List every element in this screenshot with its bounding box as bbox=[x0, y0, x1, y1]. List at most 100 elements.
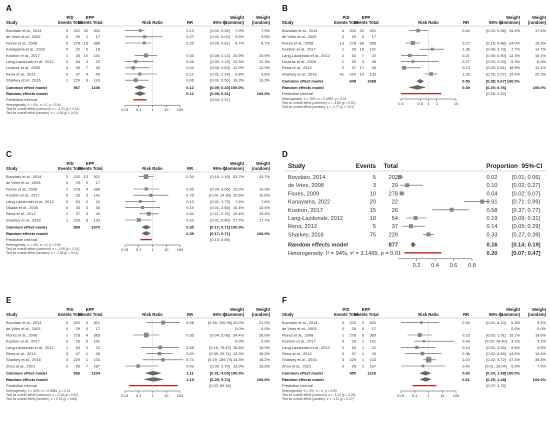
study-name: Bovolato et al., 2014 bbox=[282, 28, 318, 33]
random-rr: 0.35 bbox=[186, 231, 194, 236]
prediction-label: Prediction interval bbox=[6, 237, 37, 242]
events-1: 0 bbox=[342, 351, 345, 356]
study-name: Flores et al., 2008 bbox=[6, 332, 37, 337]
heterogeneity-text: Heterogeneity: I² = 94%, τ² = 3.1499, p … bbox=[288, 251, 401, 257]
group2-header: EPP bbox=[86, 15, 95, 20]
study-estimate-box bbox=[149, 193, 153, 197]
ci-value: [0.20; 0.98] bbox=[486, 28, 505, 33]
study-estimate-box bbox=[426, 232, 431, 237]
group1-header: P/D bbox=[67, 161, 74, 166]
weight-common: 5.3% bbox=[511, 320, 520, 325]
study-name: Lang-Lazdunski, 2012 bbox=[288, 216, 343, 222]
study-estimate-box bbox=[161, 320, 166, 325]
rr-value: 0.42 bbox=[462, 28, 470, 33]
events-2: 7 bbox=[362, 53, 364, 58]
total-2: 385 bbox=[94, 332, 101, 337]
common-rr: 0.60 bbox=[462, 371, 470, 376]
weight-random-header: Weight bbox=[256, 15, 270, 20]
events-1: 0 bbox=[342, 339, 345, 344]
weight-common: 9.8% bbox=[511, 345, 520, 350]
weight-common-header: Weight bbox=[506, 307, 520, 312]
rr-value: 0.35 bbox=[186, 186, 194, 191]
total-1: 202 bbox=[74, 320, 81, 325]
rr-value: 0.27 bbox=[462, 40, 470, 45]
total-2: 49 bbox=[372, 59, 376, 64]
total-1: 37 bbox=[76, 71, 80, 76]
events-value: 10 bbox=[370, 216, 376, 222]
rr-value: 0.23 bbox=[462, 332, 470, 337]
ci-header: 95%-CI bbox=[213, 312, 227, 317]
weight-common: 0.0% bbox=[511, 326, 520, 331]
study-name: Okada et al., 2008 bbox=[6, 205, 38, 210]
study-estimate-box bbox=[410, 40, 415, 46]
total-1: 26 bbox=[352, 339, 356, 344]
study-name: Lang-Lazdunski et al., 2012 bbox=[6, 59, 54, 64]
events-1: 2 bbox=[342, 53, 344, 58]
rr-value: 0.76 bbox=[186, 193, 194, 198]
total-2: 22 bbox=[96, 59, 100, 64]
study-estimate-box bbox=[144, 53, 149, 58]
group2-subheader: Events Total bbox=[78, 312, 103, 317]
events-value: 10 bbox=[370, 191, 376, 197]
total-1: 26 bbox=[352, 47, 356, 52]
weight-random: 10.6% bbox=[259, 193, 271, 198]
study-estimate-box bbox=[138, 72, 142, 76]
events-2: 17 bbox=[360, 65, 364, 70]
events-1: 13 bbox=[340, 40, 344, 45]
total-1: 37 bbox=[352, 65, 356, 70]
heterogeneity-text: Heterogeneity: I² = 32%, τ² = 0.9984, p … bbox=[6, 389, 71, 393]
rr-value: 0.06 bbox=[186, 78, 194, 83]
x-tick-label: 0.1 bbox=[136, 107, 141, 112]
events-2: 1 bbox=[362, 339, 364, 344]
weight-random: 14.7% bbox=[535, 47, 547, 52]
group2-header: EPP bbox=[362, 15, 371, 20]
study-estimate-box bbox=[399, 191, 404, 196]
total-1: 202 bbox=[350, 320, 357, 325]
events-1: 1 bbox=[66, 186, 68, 191]
total-2: 301 bbox=[94, 320, 101, 325]
total-2: 301 bbox=[370, 320, 377, 325]
x-tick-label: 0.1 bbox=[412, 393, 417, 398]
weight-random: 20.9% bbox=[259, 53, 271, 58]
study-estimate-box bbox=[402, 65, 407, 70]
total-2: 141 bbox=[370, 339, 377, 344]
weight-random: 14.4% bbox=[535, 351, 547, 356]
weight-common: 7.6% bbox=[235, 199, 244, 204]
events-1: 1 bbox=[66, 53, 68, 58]
weight-random-subheader: (random) bbox=[252, 312, 271, 317]
total-1: 202 bbox=[350, 28, 357, 33]
x-tick-label: 10 bbox=[164, 107, 169, 112]
group1-header: P/D bbox=[67, 307, 74, 312]
weight-common: 14.3% bbox=[233, 351, 245, 356]
total-1: 29 bbox=[352, 34, 356, 39]
study-estimate-box bbox=[415, 345, 419, 349]
forest-plot-f: F P/D EPP Weight Weight Study Events Total Even… bbox=[280, 294, 548, 434]
test-random-text: Test for overall effect (random): z = 0.… bbox=[6, 397, 77, 401]
x-tick-label: 0.8 bbox=[468, 263, 476, 269]
weight-common: 12.3% bbox=[509, 53, 521, 58]
ci-header: 95%-CI bbox=[213, 166, 227, 171]
x-tick-label: 0.2 bbox=[413, 263, 421, 269]
ci-value: [0.42; 3.72] bbox=[486, 357, 505, 362]
events-value: 3 bbox=[373, 183, 376, 189]
total-1: 29 bbox=[76, 34, 80, 39]
events-2: 0 bbox=[86, 320, 89, 325]
events-1: 3 bbox=[342, 357, 344, 362]
rr-header: RR bbox=[187, 312, 193, 317]
study-name: Sharkey et al., 2016 bbox=[6, 357, 41, 362]
study-name: de Vries et al., 2003 bbox=[6, 34, 40, 39]
study-name: de Vries et al., 2003 bbox=[6, 326, 40, 331]
weight-random: 0.0% bbox=[537, 326, 546, 331]
x-tick-label: 100 bbox=[177, 393, 184, 398]
ci-value: [0.35; 29.71] bbox=[209, 351, 231, 356]
x-tick-label: 10 bbox=[164, 393, 169, 398]
ci-value: [0.01; 3.25] bbox=[486, 345, 505, 350]
rr-value: 0.09 bbox=[186, 363, 194, 368]
forest-svg: A P/D EPP Weight Weight Study Events TotalEven… bbox=[6, 4, 271, 115]
events-2: 4 bbox=[362, 59, 365, 64]
total-2: 385 bbox=[370, 40, 377, 45]
rr-value: 1.03 bbox=[462, 357, 470, 362]
prediction-proportion: 0.20 bbox=[487, 251, 498, 257]
ci-value: [0.05; 0.90] bbox=[486, 53, 505, 58]
random-diamond bbox=[410, 241, 416, 248]
